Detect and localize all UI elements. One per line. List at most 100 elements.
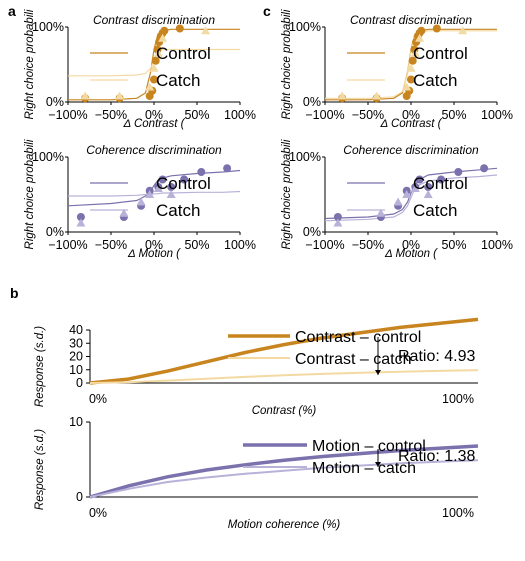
ratio-label: Ratio: 4.93 — [398, 348, 475, 365]
data-point-control — [454, 168, 463, 176]
data-point-catch — [166, 190, 176, 198]
panel-letter-c: c — [263, 3, 271, 19]
fit-curve-catch — [324, 174, 498, 222]
x-axis-label: Δ Motion ( — [127, 248, 181, 260]
data-point-control — [424, 183, 433, 191]
data-point-catch — [145, 82, 155, 91]
y-axis-label: Right choice probabili — [24, 139, 36, 249]
data-point-catch — [402, 190, 412, 198]
y-axis-label: Right choice probabili — [24, 9, 36, 119]
panel-title: Contrast discrimination — [350, 13, 472, 27]
data-point-control — [167, 183, 176, 191]
data-point-catch — [145, 190, 155, 198]
data-point-control — [417, 26, 426, 35]
x-tick-label: 100% — [481, 108, 513, 122]
x-axis-label: Δ Contrast ( — [123, 118, 186, 130]
panel-letter-a: a — [8, 3, 16, 19]
panel-letter-b: b — [10, 285, 19, 301]
data-point-control — [437, 175, 446, 184]
x-axis-label: Δ Contrast ( — [380, 118, 443, 130]
legend-label-control: Control — [156, 44, 211, 63]
legend-label-1: Motion – catch — [312, 460, 416, 477]
panel-c_motion — [322, 156, 498, 235]
ratio-arrowhead — [375, 462, 381, 467]
data-point-control — [180, 175, 189, 184]
x-tick-label: 50% — [184, 108, 209, 122]
x-tick-label: −100% — [305, 108, 344, 122]
fit-curve-catch — [325, 30, 497, 99]
ratio-label: Ratio: 1.38 — [398, 448, 475, 465]
y-tick-label: 100% — [32, 20, 64, 34]
y-tick-label: 0 — [76, 490, 83, 504]
y-tick-label: 0% — [46, 225, 64, 239]
y-tick-label: 30 — [69, 336, 83, 350]
legend-label-catch: Catch — [413, 201, 457, 220]
data-point-control — [407, 75, 415, 84]
data-point-catch — [406, 63, 416, 72]
x-tick-label: −100% — [48, 238, 87, 252]
data-point-catch — [119, 208, 129, 217]
data-point-control — [175, 24, 184, 33]
y-axis-label: Right choice probabili — [281, 139, 293, 249]
data-point-control — [158, 175, 167, 184]
x-tick-label: 100% — [442, 506, 474, 520]
data-point-catch — [201, 26, 211, 35]
panel-b_contrast — [86, 317, 479, 385]
x-tick-label: 100% — [442, 392, 474, 406]
data-point-catch — [115, 91, 125, 100]
x-tick-label: −50% — [95, 108, 127, 122]
x-tick-label: 0% — [402, 238, 420, 252]
fit-curve-control — [324, 167, 498, 220]
y-tick-label: 0 — [76, 376, 83, 390]
legend-label-1: Contrast – catch — [295, 351, 412, 368]
x-tick-label: 50% — [184, 238, 209, 252]
response-line-1 — [89, 459, 479, 498]
x-axis-label: Motion coherence (%) — [228, 519, 341, 531]
y-tick-label: 100% — [289, 150, 321, 164]
y-axis-label: Right choice probabili — [281, 9, 293, 119]
y-tick-label: 0% — [303, 95, 321, 109]
panel-b_motion — [86, 421, 479, 499]
x-tick-label: 50% — [441, 108, 466, 122]
data-point-catch — [76, 218, 86, 227]
legend-label-catch: Catch — [156, 71, 200, 90]
data-point-control — [333, 213, 342, 221]
data-point-control — [76, 213, 85, 221]
y-tick-label: 10 — [69, 363, 83, 377]
data-point-catch — [415, 33, 425, 42]
x-tick-label: 50% — [441, 238, 466, 252]
response-line-1 — [89, 369, 479, 384]
data-point-control — [151, 56, 160, 65]
y-tick-label: 0% — [303, 225, 321, 239]
data-point-control — [432, 24, 441, 33]
x-tick-label: 0% — [145, 238, 163, 252]
x-tick-label: 0% — [145, 108, 163, 122]
x-tick-label: 100% — [481, 238, 513, 252]
fit-curve-catch — [68, 190, 241, 197]
x-tick-label: 0% — [89, 506, 107, 520]
x-tick-label: 100% — [224, 108, 256, 122]
data-point-control — [197, 168, 206, 176]
legend-label-catch: Catch — [156, 201, 200, 220]
y-axis-label: Response (s.d.) — [34, 429, 46, 510]
legend-label-catch: Catch — [413, 71, 457, 90]
data-point-catch — [372, 91, 382, 100]
data-point-catch — [153, 48, 163, 57]
x-tick-label: −100% — [48, 108, 87, 122]
x-tick-label: −100% — [305, 238, 344, 252]
x-tick-label: −50% — [95, 238, 127, 252]
legend-label-0: Contrast – control — [295, 329, 421, 346]
data-point-catch — [333, 218, 343, 227]
data-point-control — [150, 75, 158, 84]
data-point-catch — [158, 33, 168, 42]
data-point-catch — [136, 197, 146, 206]
y-tick-label: 10 — [69, 415, 83, 429]
x-axis-label: Contrast (%) — [252, 405, 317, 417]
legend-label-control: Control — [413, 44, 468, 63]
y-tick-label: 100% — [289, 20, 321, 34]
x-tick-label: −50% — [352, 108, 384, 122]
panel-title: Coherence discrimination — [343, 143, 479, 157]
data-point-catch — [149, 63, 159, 72]
legend-label-control: Control — [413, 174, 468, 193]
